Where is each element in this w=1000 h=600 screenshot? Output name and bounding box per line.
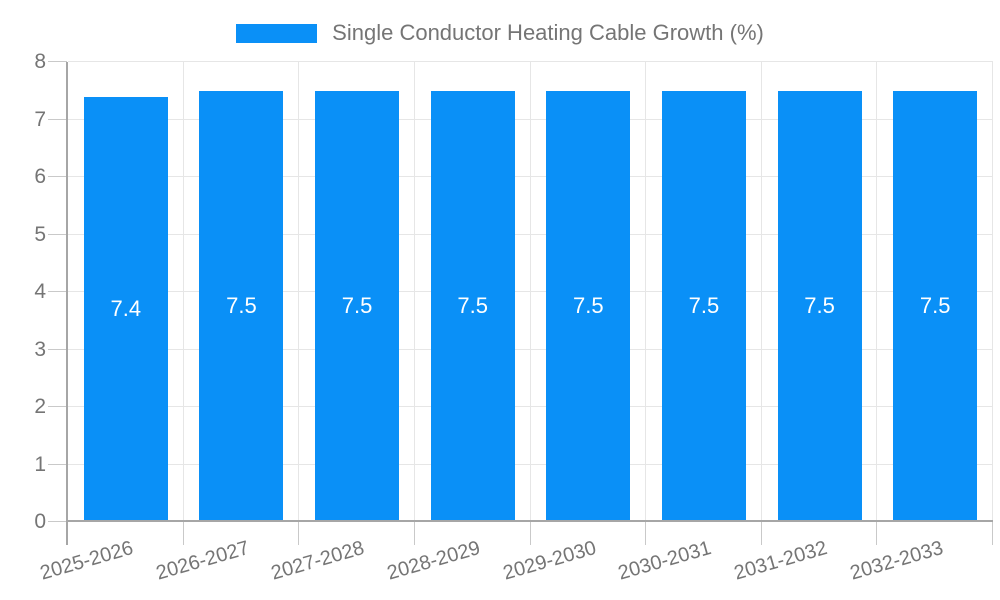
x-tick-mark	[876, 522, 878, 545]
y-tick-mark	[48, 348, 67, 350]
y-axis-line	[66, 62, 68, 545]
y-axis-tick-label: 4	[34, 280, 46, 303]
bar-value-label: 7.5	[804, 293, 835, 319]
legend-swatch	[236, 23, 318, 43]
x-axis-tick-label: 2028-2029	[384, 537, 483, 585]
bar-value-label: 7.5	[573, 293, 604, 319]
y-axis-tick-label: 6	[34, 165, 46, 188]
gridline-vertical	[760, 62, 762, 522]
x-tick-mark	[298, 522, 300, 545]
legend[interactable]: Single Conductor Heating Cable Growth (%…	[0, 20, 1000, 45]
bar-value-label: 7.5	[457, 293, 488, 319]
y-tick-mark	[48, 61, 67, 62]
x-axis-tick-label: 2031-2032	[731, 537, 830, 585]
x-tick-mark	[182, 522, 184, 545]
bar-value-label: 7.5	[919, 293, 951, 319]
bar[interactable]	[199, 90, 284, 522]
gridline-horizontal	[68, 406, 993, 407]
y-axis-tick-label: 7	[34, 107, 46, 131]
gridline-horizontal	[68, 176, 993, 177]
x-axis-tick-label: 2032-2033	[847, 537, 946, 585]
x-axis-tick-label: 2030-2031	[615, 537, 715, 585]
gridline-horizontal	[68, 348, 993, 350]
x-tick-mark	[529, 522, 531, 545]
y-tick-mark	[48, 463, 67, 465]
x-axis-line	[66, 520, 993, 522]
gridline-horizontal	[68, 61, 993, 62]
y-tick-mark	[48, 233, 67, 235]
x-tick-mark	[760, 522, 762, 545]
gridline-vertical	[529, 62, 531, 522]
y-axis-tick-label: 1	[34, 452, 46, 476]
gridline-vertical	[876, 62, 878, 522]
y-axis-tick-label: 8	[34, 50, 46, 73]
bar[interactable]	[83, 96, 168, 522]
y-axis-tick-label: 3	[34, 337, 46, 361]
x-axis-tick-label: 2026-2027	[153, 537, 252, 585]
bar[interactable]	[430, 90, 515, 522]
gridline-horizontal	[68, 233, 993, 235]
bar-value-label: 7.5	[688, 293, 720, 319]
y-tick-mark	[48, 118, 67, 120]
legend-label: Single Conductor Heating Cable Growth (%…	[332, 20, 764, 45]
bar-value-label: 7.4	[110, 296, 142, 322]
bar[interactable]	[777, 90, 862, 522]
gridline-horizontal	[68, 118, 993, 120]
bar-value-label: 7.5	[226, 293, 257, 319]
x-axis-tick-label: 2029-2030	[500, 537, 599, 585]
gridline-horizontal	[68, 463, 993, 465]
bar-value-label: 7.5	[341, 293, 373, 319]
y-axis-tick-label: 2	[34, 395, 46, 418]
gridline-vertical	[298, 62, 300, 522]
gridline-vertical	[182, 62, 184, 522]
x-tick-mark	[413, 522, 415, 545]
y-tick-mark	[48, 176, 67, 177]
bar[interactable]	[661, 90, 746, 522]
y-tick-mark	[48, 291, 67, 292]
x-axis-tick-label: 2027-2028	[269, 537, 368, 585]
gridline-vertical	[645, 62, 647, 522]
gridline-vertical	[992, 62, 993, 522]
bar[interactable]	[315, 90, 400, 522]
gridline-vertical	[413, 62, 415, 522]
x-axis-tick-label: 2025-2026	[37, 537, 136, 585]
y-tick-mark	[48, 521, 67, 522]
gridline-horizontal	[68, 291, 993, 292]
y-axis-tick-label: 0	[34, 510, 46, 533]
bar[interactable]	[893, 90, 978, 522]
x-tick-mark	[992, 522, 993, 545]
y-axis-tick-label: 5	[34, 222, 46, 246]
y-tick-mark	[48, 406, 67, 407]
bar[interactable]	[546, 90, 631, 522]
x-tick-mark	[645, 522, 647, 545]
